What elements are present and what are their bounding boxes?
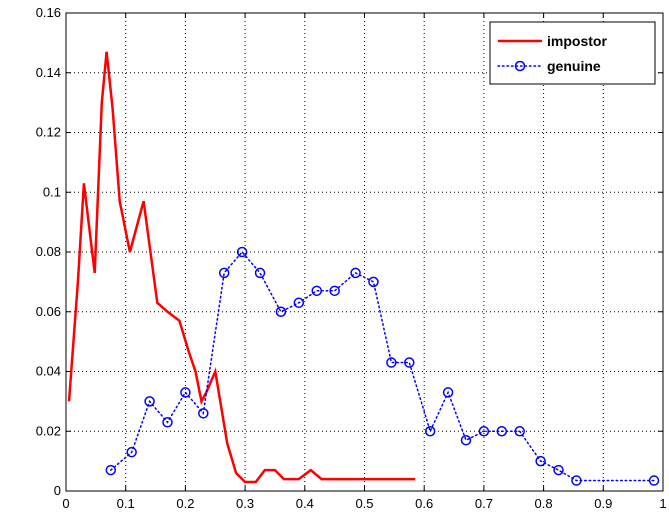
x-tick-label: 0.4 [296, 496, 314, 511]
x-tick-label: 0 [62, 496, 69, 511]
y-tick-label: 0.1 [43, 184, 61, 199]
y-tick-label: 0.04 [36, 364, 61, 379]
x-tick-label: 0.2 [176, 496, 194, 511]
legend-box [490, 22, 655, 84]
y-tick-label: 0.02 [36, 423, 61, 438]
x-tick-label: 0.5 [355, 496, 373, 511]
y-tick-label: 0.08 [36, 244, 61, 259]
y-tick-label: 0.06 [36, 304, 61, 319]
x-tick-label: 0.3 [236, 496, 254, 511]
legend-label-genuine: genuine [547, 58, 601, 74]
x-tick-label: 0.6 [415, 496, 433, 511]
x-tick-label: 0.7 [475, 496, 493, 511]
x-tick-label: 0.8 [535, 496, 553, 511]
legend: impostor genuine [490, 22, 655, 84]
y-tick-label: 0.14 [36, 65, 61, 80]
y-tick-label: 0.16 [36, 5, 61, 20]
legend-label-impostor: impostor [547, 33, 607, 49]
plot-area [66, 13, 663, 491]
x-tick-label: 0.9 [594, 496, 612, 511]
y-tick-label: 0.12 [36, 125, 61, 140]
x-tick-label: 1 [659, 496, 666, 511]
y-tick-label: 0 [54, 483, 61, 498]
x-tick-label: 0.1 [117, 496, 135, 511]
